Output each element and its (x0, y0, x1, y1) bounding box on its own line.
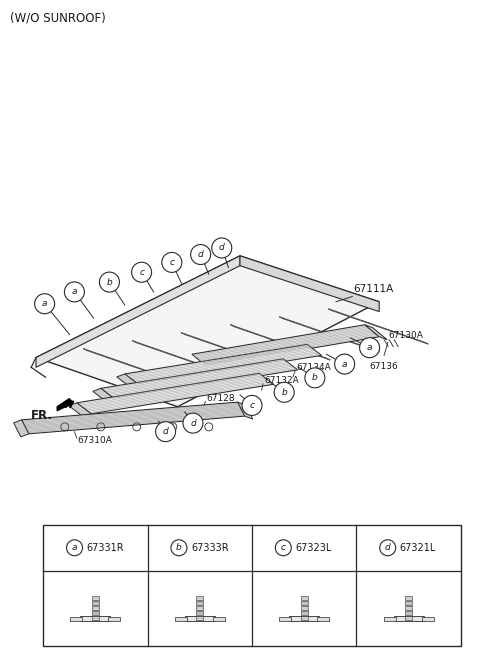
Polygon shape (13, 420, 29, 437)
Text: 67111A: 67111A (353, 283, 394, 294)
Circle shape (360, 338, 380, 358)
Polygon shape (77, 373, 274, 414)
Text: 67323L: 67323L (295, 543, 332, 553)
Circle shape (35, 294, 55, 314)
Circle shape (67, 540, 83, 556)
Text: 67333R: 67333R (191, 543, 228, 553)
Polygon shape (69, 403, 91, 417)
Text: d: d (190, 419, 196, 428)
Text: d: d (163, 427, 168, 436)
Bar (289, 617, 319, 621)
Text: a: a (42, 299, 48, 308)
Text: a: a (367, 343, 372, 352)
Bar (92, 602, 99, 605)
Text: b: b (281, 388, 287, 397)
Text: a: a (72, 287, 77, 297)
Polygon shape (101, 359, 298, 400)
Bar (213, 617, 225, 621)
Circle shape (335, 354, 355, 374)
Bar (92, 617, 99, 621)
Text: d: d (198, 250, 204, 259)
Bar (421, 617, 433, 621)
Text: c: c (139, 268, 144, 277)
Circle shape (171, 540, 187, 556)
Bar (71, 617, 83, 621)
Bar (300, 602, 308, 605)
Bar (92, 611, 99, 615)
Bar (384, 617, 396, 621)
Text: b: b (176, 543, 182, 552)
Polygon shape (57, 399, 73, 411)
Bar (108, 617, 120, 621)
Polygon shape (36, 256, 379, 407)
Polygon shape (22, 402, 245, 434)
Text: d: d (385, 543, 391, 552)
Bar (196, 617, 204, 621)
Text: a: a (72, 543, 77, 552)
Polygon shape (365, 325, 387, 340)
Circle shape (156, 422, 176, 441)
Bar (300, 596, 308, 600)
Text: 67130A: 67130A (389, 331, 424, 340)
Bar (175, 617, 187, 621)
Circle shape (242, 396, 262, 415)
Circle shape (183, 413, 203, 433)
Circle shape (305, 368, 325, 388)
Polygon shape (192, 325, 379, 366)
Text: c: c (169, 258, 174, 267)
Polygon shape (240, 256, 379, 312)
Bar (196, 606, 204, 611)
Text: c: c (250, 401, 254, 410)
Circle shape (64, 282, 84, 302)
Bar (92, 596, 99, 600)
Bar (300, 611, 308, 615)
Polygon shape (93, 388, 115, 402)
Text: b: b (312, 373, 318, 382)
Circle shape (380, 540, 396, 556)
Bar (43, 525, 461, 646)
Circle shape (276, 540, 291, 556)
Text: FR.: FR. (31, 409, 53, 422)
Bar (405, 611, 412, 615)
Bar (405, 606, 412, 611)
Text: 67134A: 67134A (296, 363, 331, 372)
Bar (279, 617, 291, 621)
Bar (80, 617, 110, 621)
Bar (405, 602, 412, 605)
Bar (185, 617, 215, 621)
Text: b: b (107, 277, 112, 287)
Circle shape (162, 253, 182, 272)
Bar (300, 617, 308, 621)
Circle shape (274, 382, 294, 402)
Bar (405, 596, 412, 600)
Text: (W/O SUNROOF): (W/O SUNROOF) (10, 12, 105, 25)
Polygon shape (238, 402, 253, 419)
Text: 67310A: 67310A (78, 436, 113, 445)
Bar (394, 617, 423, 621)
Bar (196, 602, 204, 605)
Circle shape (212, 238, 232, 258)
Bar (300, 606, 308, 611)
Text: 67331R: 67331R (86, 543, 124, 553)
Bar (317, 617, 329, 621)
Text: d: d (219, 243, 225, 253)
Text: 67128: 67128 (206, 394, 235, 403)
Text: c: c (281, 543, 286, 552)
Text: a: a (342, 359, 348, 369)
Bar (196, 611, 204, 615)
Text: 67132A: 67132A (264, 376, 299, 385)
Text: 67136: 67136 (370, 361, 398, 371)
Bar (92, 606, 99, 611)
Polygon shape (36, 256, 240, 367)
Bar (405, 617, 412, 621)
Text: 67321L: 67321L (400, 543, 436, 553)
Polygon shape (117, 374, 139, 388)
Circle shape (132, 262, 152, 282)
Polygon shape (125, 344, 322, 385)
Circle shape (191, 245, 211, 264)
Bar (196, 596, 204, 600)
Circle shape (99, 272, 120, 292)
